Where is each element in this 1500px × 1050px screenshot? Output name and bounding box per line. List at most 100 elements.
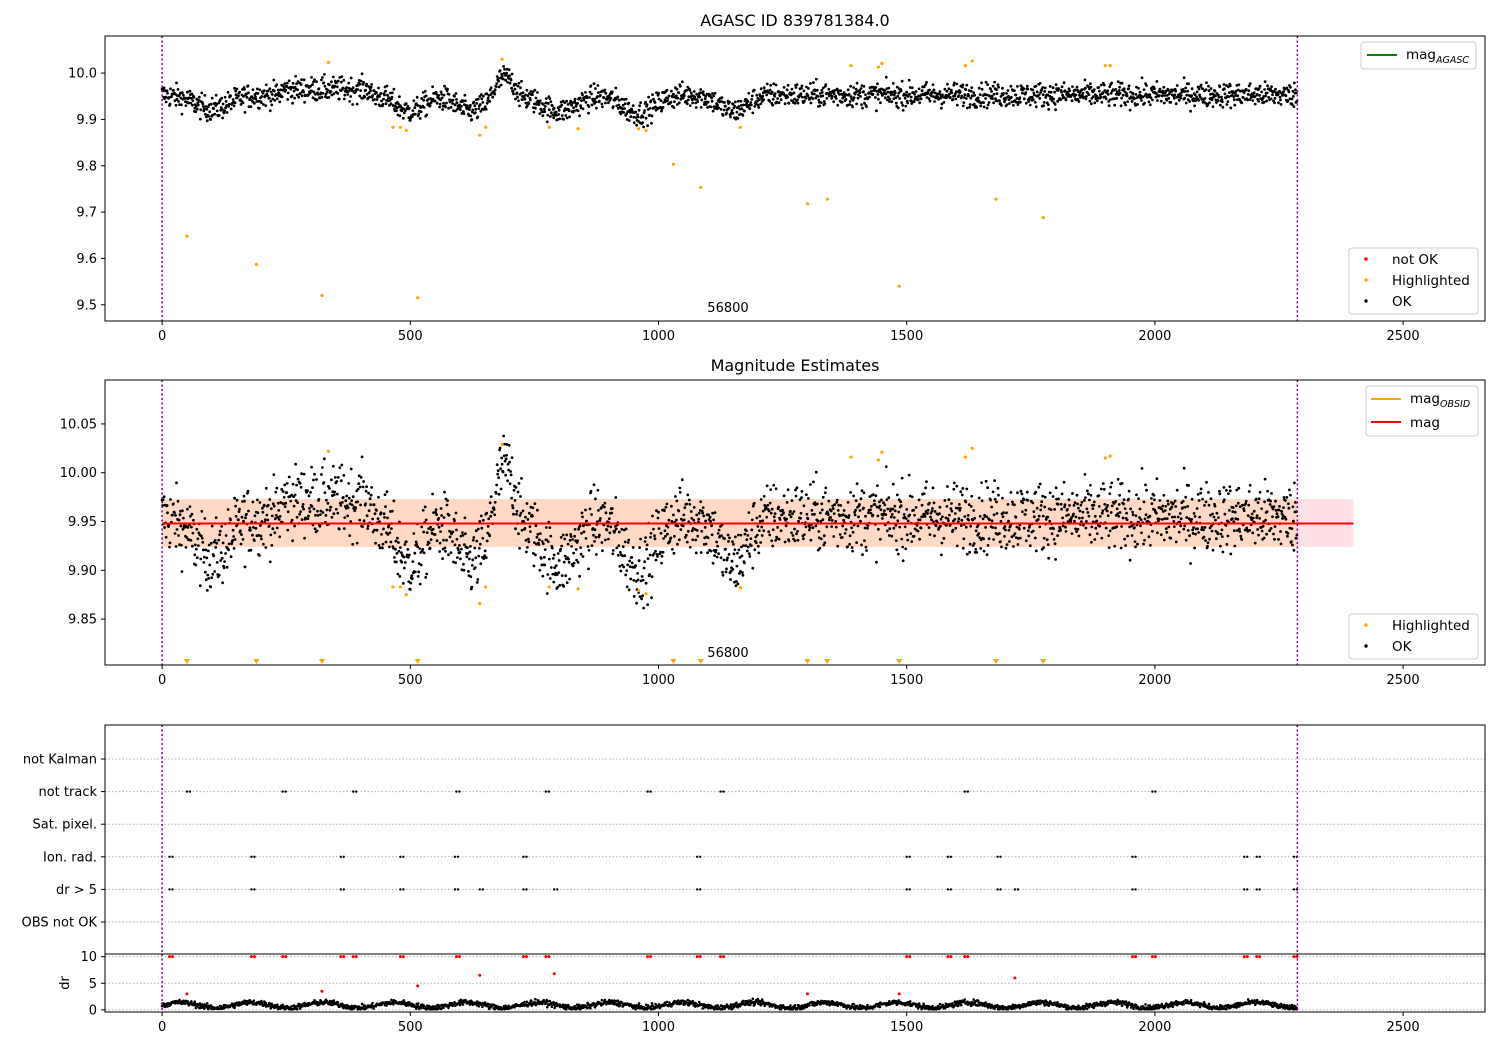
ok-point: [736, 551, 739, 555]
ok-point: [383, 516, 386, 519]
ok-point: [400, 109, 404, 113]
ok-point: [534, 553, 537, 557]
ok-point: [1173, 515, 1177, 519]
ok-point: [1240, 503, 1244, 507]
ok-point: [470, 118, 474, 121]
ok-point: [177, 534, 180, 537]
ok-point: [373, 528, 376, 532]
ok-point: [468, 550, 472, 554]
ok-point: [783, 102, 787, 106]
ok-point: [924, 83, 927, 87]
ok-point: [1185, 93, 1189, 97]
y-tick-label: 9.6: [76, 252, 97, 267]
ok-point: [916, 98, 920, 102]
ok-point: [666, 97, 670, 100]
ok-point: [224, 100, 228, 103]
ok-point: [1097, 89, 1101, 93]
ok-point: [272, 89, 276, 93]
ok-point: [607, 537, 610, 541]
ok-point: [631, 111, 635, 114]
ok-point: [455, 98, 458, 101]
ok-point: [636, 113, 639, 117]
ok-point: [811, 97, 815, 100]
ok-point: [996, 486, 1000, 490]
ok-point: [999, 540, 1002, 543]
ok-point: [802, 537, 805, 541]
ok-point: [1113, 544, 1117, 548]
ok-point: [233, 496, 237, 500]
ok-point: [975, 106, 979, 109]
ok-point: [907, 78, 911, 82]
ok-point: [613, 525, 617, 528]
ok-point: [418, 582, 422, 586]
ok-point: [859, 519, 862, 523]
ok-point: [745, 549, 749, 553]
ok-point: [757, 106, 761, 109]
x-tick-label: 0: [158, 673, 166, 688]
ok-point: [794, 494, 798, 498]
ok-point: [507, 468, 510, 472]
ok-point: [349, 467, 353, 471]
ok-point: [787, 101, 791, 105]
ok-point: [1234, 504, 1238, 508]
ok-point: [973, 516, 977, 520]
ok-point: [201, 102, 205, 106]
ok-point: [1282, 496, 1286, 499]
ok-point: [231, 98, 235, 101]
ok-point: [871, 513, 875, 517]
ok-point: [215, 561, 219, 564]
ok-point: [191, 103, 194, 107]
ok-point: [293, 493, 297, 497]
ok-point: [1199, 487, 1203, 491]
ok-point: [614, 86, 618, 90]
ok-point: [1225, 543, 1229, 546]
ok-point: [795, 532, 798, 536]
ok-point: [835, 501, 839, 504]
ok-point: [790, 531, 793, 535]
ok-point: [776, 526, 779, 529]
ok-point: [329, 505, 333, 509]
ok-point: [289, 499, 293, 503]
ok-point: [306, 517, 310, 520]
ok-point: [660, 561, 663, 565]
ok-point: [270, 103, 274, 107]
ok-point: [1118, 493, 1121, 497]
ok-point: [361, 485, 365, 489]
ok-point: [1095, 99, 1099, 103]
ok-point: [985, 553, 989, 557]
ok-point: [292, 89, 296, 93]
ok-point: [1134, 93, 1138, 96]
ok-point: [938, 90, 942, 93]
ok-point: [1162, 101, 1166, 105]
ok-point: [552, 106, 556, 110]
ok-point: [671, 547, 674, 551]
ok-point: [800, 86, 803, 90]
ok-point: [1092, 500, 1096, 504]
flag-point: [1246, 855, 1249, 858]
ok-point: [649, 535, 652, 539]
ok-point: [545, 592, 549, 595]
ok-point: [1104, 526, 1108, 530]
ok-point: [685, 502, 689, 506]
ok-point: [923, 512, 926, 516]
ok-point: [496, 472, 500, 476]
ok-point: [280, 95, 284, 99]
ok-point: [728, 536, 731, 540]
ok-point: [1081, 510, 1085, 514]
ok-point: [1292, 105, 1296, 108]
ok-point: [251, 500, 255, 504]
ok-point: [522, 95, 526, 99]
ok-point: [876, 93, 880, 96]
ok-point: [1046, 103, 1050, 106]
ok-point: [478, 103, 482, 106]
ok-point: [1226, 100, 1230, 103]
ok-point: [811, 513, 814, 516]
ok-point: [476, 97, 480, 101]
ok-point: [345, 494, 349, 498]
ok-point: [1262, 536, 1266, 540]
ok-point: [1004, 98, 1007, 101]
ok-point: [1244, 499, 1248, 503]
ok-point: [341, 86, 345, 90]
ok-point: [854, 499, 858, 502]
ok-point: [362, 519, 366, 523]
